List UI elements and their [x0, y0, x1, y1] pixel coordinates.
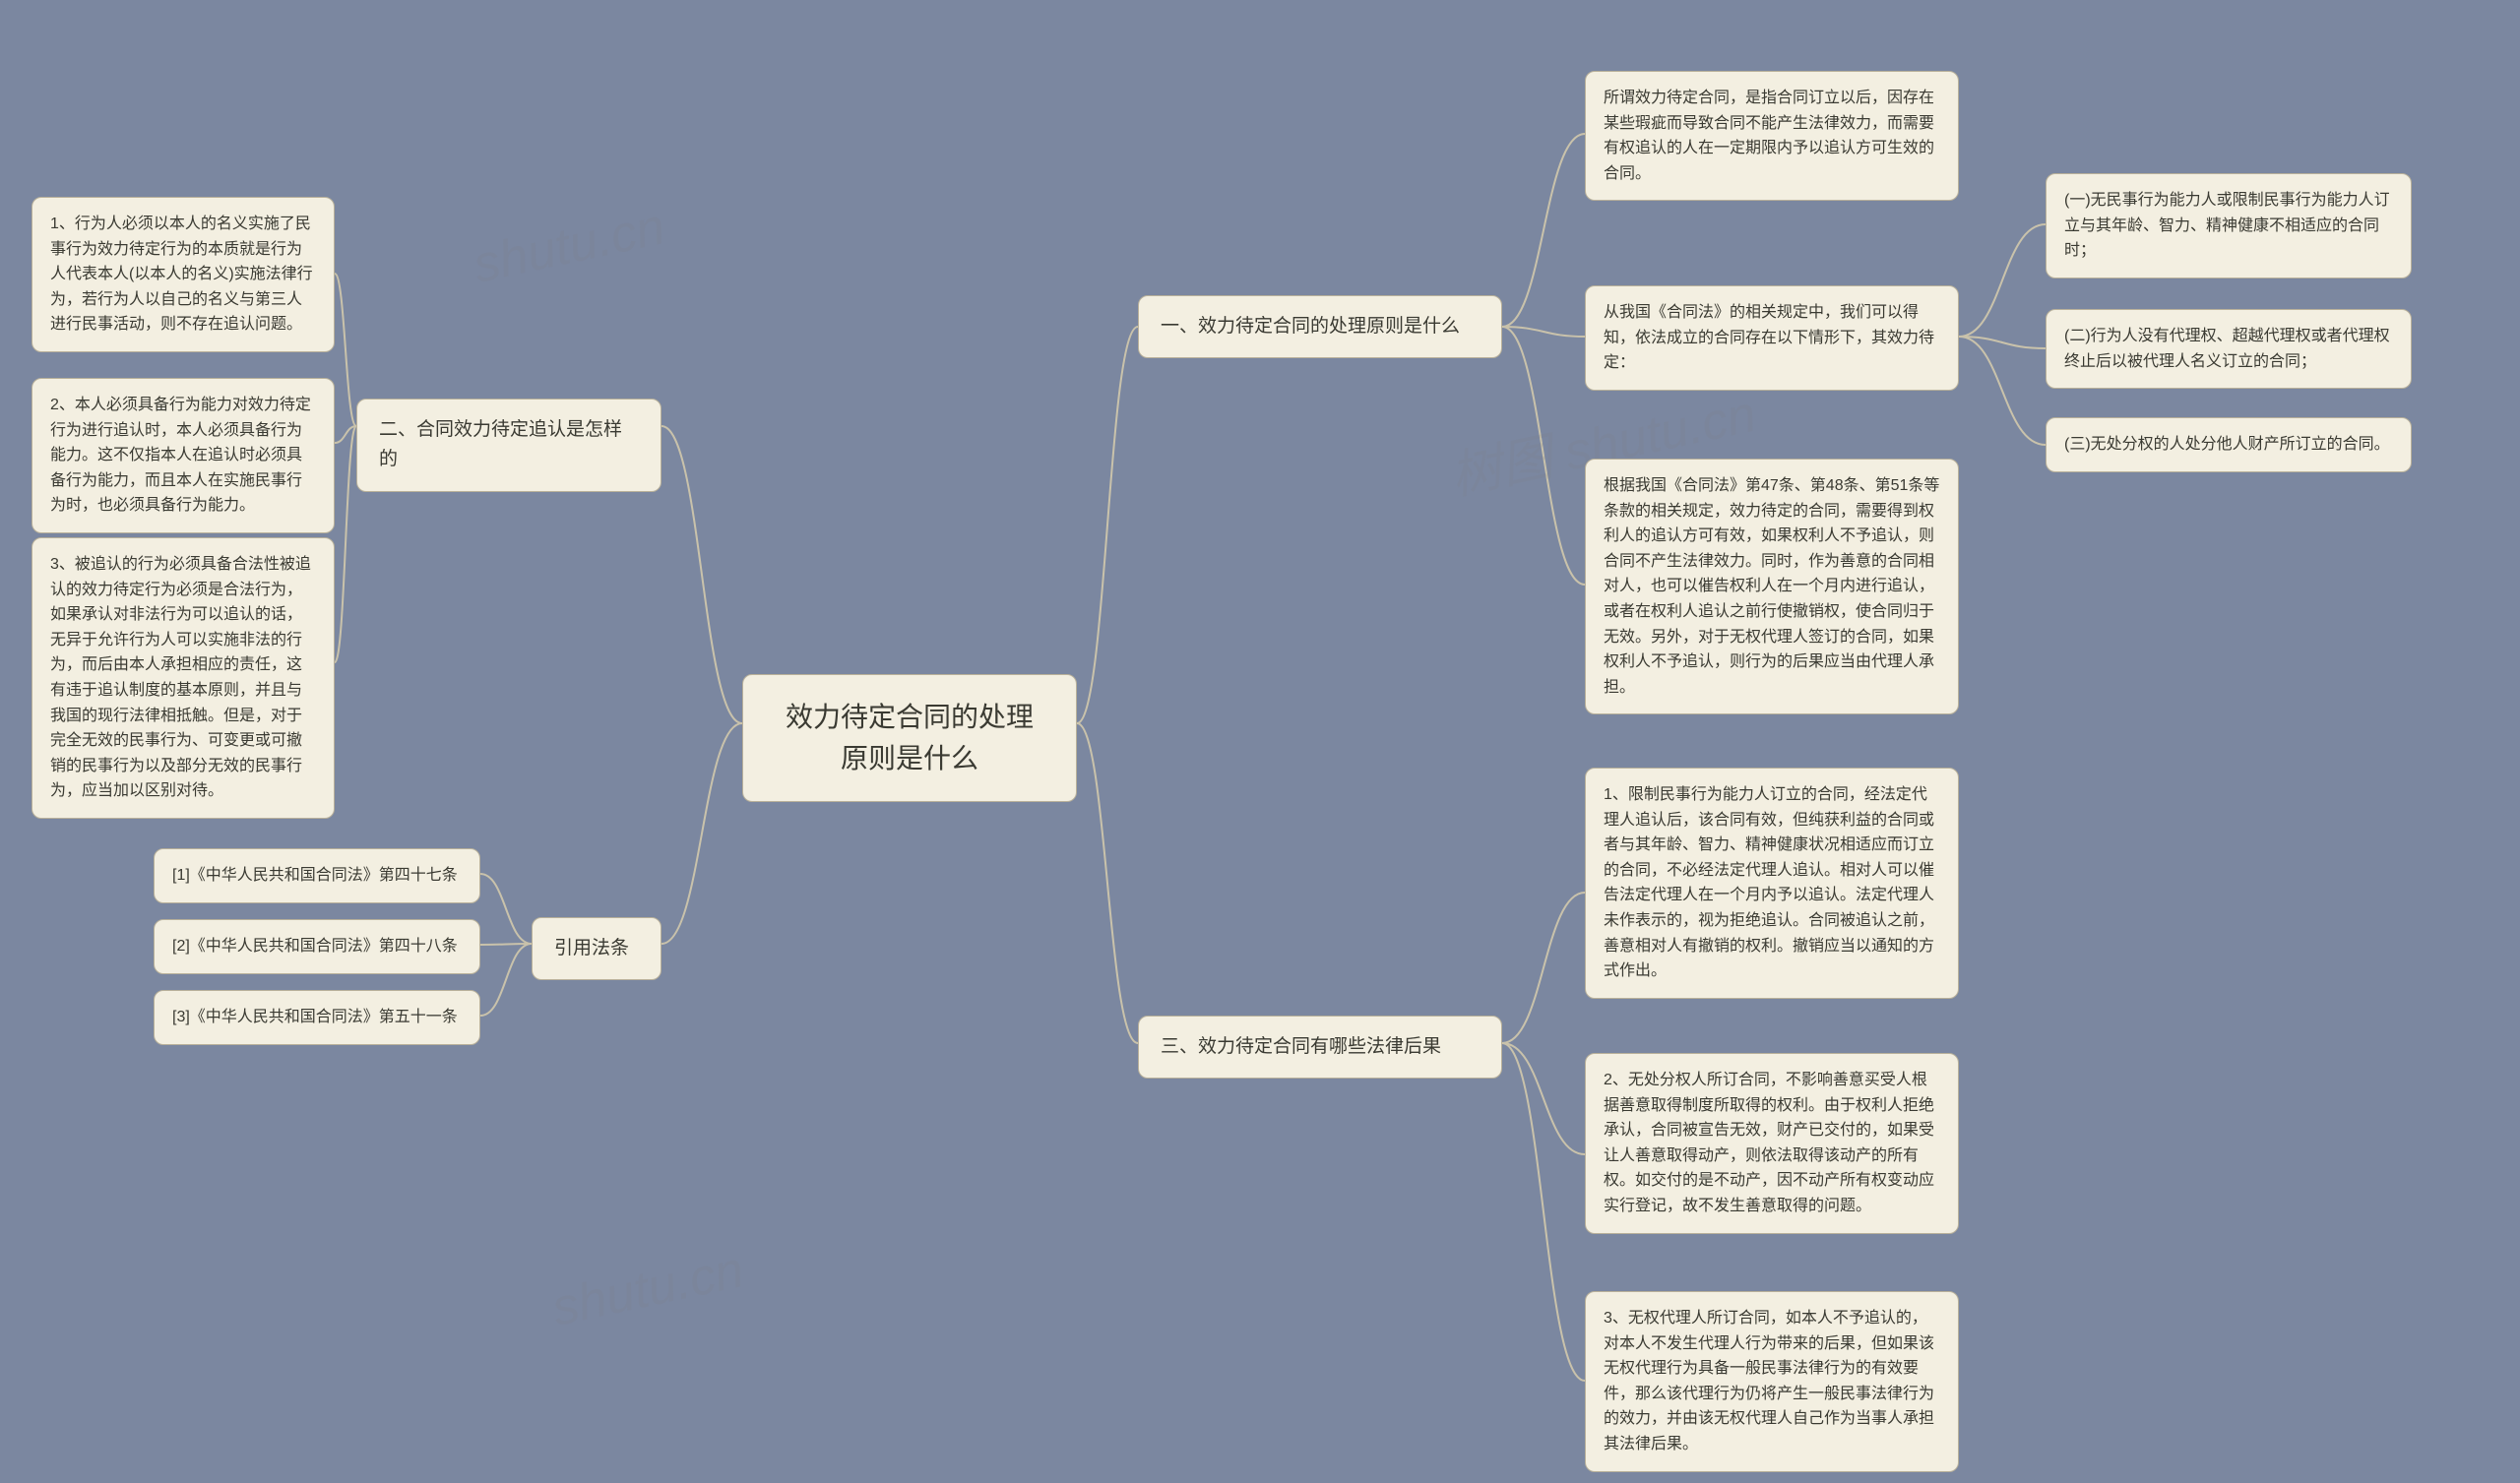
leaf-node: 2、本人必须具备行为能力对效力待定行为进行追认时，本人必须具备行为能力。这不仅指…: [32, 378, 335, 533]
node-label: 引用法条: [554, 938, 629, 958]
leaf-node: (二)行为人没有代理权、超越代理权或者代理权终止后以被代理人名义订立的合同；: [2046, 309, 2412, 389]
node-label: 一、效力待定合同的处理原则是什么: [1161, 316, 1460, 337]
node-label: 二、合同效力待定追认是怎样的: [379, 419, 622, 469]
leaf-node: [3]《中华人民共和国合同法》第五十一条: [154, 990, 480, 1045]
leaf-node: 所谓效力待定合同，是指合同订立以后，因存在某些瑕疵而导致合同不能产生法律效力，而…: [1585, 71, 1959, 201]
leaf-node: [2]《中华人民共和国合同法》第四十八条: [154, 919, 480, 974]
watermark: shutu.cn: [469, 197, 670, 295]
node-label: [1]《中华人民共和国合同法》第四十七条: [172, 867, 458, 884]
leaf-node: 3、被追认的行为必须具备合法性被追认的效力待定行为必须是合法行为，如果承认对非法…: [32, 537, 335, 819]
node-label: 从我国《合同法》的相关规定中，我们可以得知，依法成立的合同存在以下情形下，其效力…: [1604, 304, 1934, 371]
leaf-node: 1、限制民事行为能力人订立的合同，经法定代理人追认后，该合同有效，但纯获利益的合…: [1585, 768, 1959, 999]
leaf-node: 从我国《合同法》的相关规定中，我们可以得知，依法成立的合同存在以下情形下，其效力…: [1585, 285, 1959, 391]
center-label: 效力待定合同的处理原则是什么: [786, 702, 1034, 773]
leaf-node: [1]《中华人民共和国合同法》第四十七条: [154, 848, 480, 903]
branch-node: 引用法条: [532, 917, 662, 980]
node-label: 所谓效力待定合同，是指合同订立以后，因存在某些瑕疵而导致合同不能产生法律效力，而…: [1604, 90, 1934, 182]
branch-node: 二、合同效力待定追认是怎样的: [356, 399, 662, 492]
node-label: 2、本人必须具备行为能力对效力待定行为进行追认时，本人必须具备行为能力。这不仅指…: [50, 397, 311, 514]
node-label: (二)行为人没有代理权、超越代理权或者代理权终止后以被代理人名义订立的合同；: [2064, 328, 2390, 370]
node-label: [2]《中华人民共和国合同法》第四十八条: [172, 938, 458, 955]
center-node: 效力待定合同的处理原则是什么: [742, 674, 1077, 802]
leaf-node: (三)无处分权的人处分他人财产所订立的合同。: [2046, 417, 2412, 472]
node-label: 3、无权代理人所订合同，如本人不予追认的，对本人不发生代理人行为带来的后果，但如…: [1604, 1310, 1934, 1452]
branch-node: 三、效力待定合同有哪些法律后果: [1138, 1016, 1502, 1079]
leaf-node: (一)无民事行为能力人或限制民事行为能力人订立与其年龄、智力、精神健康不相适应的…: [2046, 173, 2412, 278]
node-label: 3、被追认的行为必须具备合法性被追认的效力待定行为必须是合法行为，如果承认对非法…: [50, 556, 311, 799]
watermark: shutu.cn: [547, 1240, 749, 1338]
node-label: 1、行为人必须以本人的名义实施了民事行为效力待定行为的本质就是行为人代表本人(以…: [50, 216, 313, 333]
node-label: (一)无民事行为能力人或限制民事行为能力人订立与其年龄、智力、精神健康不相适应的…: [2064, 192, 2390, 259]
node-label: 根据我国《合同法》第47条、第48条、第51条等条款的相关规定，效力待定的合同，…: [1604, 477, 1939, 696]
node-label: 1、限制民事行为能力人订立的合同，经法定代理人追认后，该合同有效，但纯获利益的合…: [1604, 786, 1934, 979]
leaf-node: 根据我国《合同法》第47条、第48条、第51条等条款的相关规定，效力待定的合同，…: [1585, 459, 1959, 714]
leaf-node: 2、无处分权人所订合同，不影响善意买受人根据善意取得制度所取得的权利。由于权利人…: [1585, 1053, 1959, 1234]
node-label: 2、无处分权人所订合同，不影响善意买受人根据善意取得制度所取得的权利。由于权利人…: [1604, 1072, 1934, 1214]
node-label: 三、效力待定合同有哪些法律后果: [1161, 1036, 1441, 1057]
leaf-node: 3、无权代理人所订合同，如本人不予追认的，对本人不发生代理人行为带来的后果，但如…: [1585, 1291, 1959, 1472]
node-label: (三)无处分权的人处分他人财产所订立的合同。: [2064, 436, 2390, 453]
branch-node: 一、效力待定合同的处理原则是什么: [1138, 295, 1502, 358]
leaf-node: 1、行为人必须以本人的名义实施了民事行为效力待定行为的本质就是行为人代表本人(以…: [32, 197, 335, 352]
node-label: [3]《中华人民共和国合同法》第五十一条: [172, 1009, 458, 1025]
